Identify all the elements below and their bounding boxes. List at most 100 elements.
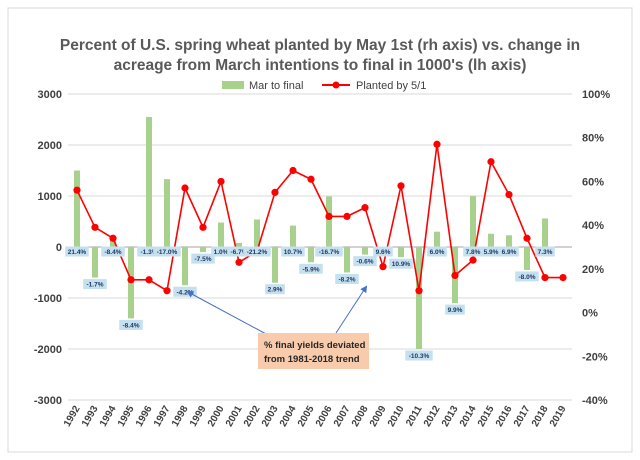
yield-label-text: -7.5% [195,256,212,263]
yield-label-box [515,271,539,282]
yield-label-box [191,253,215,264]
yield-label: 2.9% [265,284,285,295]
line-point [163,287,171,295]
bar [434,231,440,247]
legend-bar-label: Mar to final [249,80,303,92]
yield-label: -4.2% [173,286,197,297]
legend-line-marker [332,81,340,89]
line-point [433,140,441,148]
yield-label-text: 5.9% [484,249,499,256]
yield-label-box [101,246,125,257]
line-point [415,287,423,295]
y-right-tick-label: 80% [582,133,604,145]
line-point [181,184,189,192]
yield-label: -17.0% [153,246,181,257]
yield-label-box [137,246,161,257]
yield-label-text: -8.4% [123,322,140,329]
yield-label-text: 7.8% [466,249,481,256]
yield-label-box [389,258,413,269]
yield-label: 7.3% [535,246,555,257]
line-point [271,188,279,196]
yield-label: 10.9% [389,258,413,269]
line-point [289,166,297,175]
yield-label-box [405,350,433,361]
yield-label-box [445,304,465,315]
y-left-tick-label: 2000 [38,140,62,152]
yield-label-text: -21.2% [247,249,268,256]
yield-label-text: 7.3% [538,249,553,256]
yield-label-text: -4.2% [177,289,194,296]
yield-label-text: -0.6% [357,259,374,266]
yield-label-text: -5.9% [303,266,320,273]
yield-label: -8.4% [101,246,125,257]
yield-label-box [227,246,251,257]
bar [290,225,296,247]
line-point [145,276,153,284]
yield-label-box [83,279,107,290]
line-point [361,204,369,212]
yield-label-box [315,246,343,257]
yield-label-text: -1.3% [141,249,158,256]
yield-label-text: 10.9% [392,261,411,268]
bar [344,247,350,273]
bar [182,247,188,286]
y-left-tick-label: 3000 [38,89,62,101]
bar [398,247,404,258]
line-point [379,263,387,271]
right-axis: 100% 80% 60% 40% 20% 0% -20% -40% [582,89,610,407]
y-right-tick-label: 60% [582,176,604,188]
y-right-tick-label: 40% [582,220,604,232]
yield-label: 5.9% [481,246,501,257]
yield-label-text: 21.4% [68,249,87,256]
yield-label-text: 9.6% [376,249,391,256]
yield-label-text: -8.4% [105,249,122,256]
yield-label-text: 6.9% [502,249,517,256]
bar [74,170,80,247]
yield-label: -16.7% [315,246,343,257]
chart-title-line-1: Percent of U.S. spring wheat planted by … [60,37,580,54]
yield-deviation-labels: 21.4% -1.7% -8.4% -8.4% -1.3% -17.0% -4.2% -7.5… [65,246,555,361]
bar [524,247,530,270]
yield-label-box [535,246,555,257]
yield-label: -8.4% [119,319,143,330]
yield-label: -5.9% [299,263,323,274]
yield-label: -21.2% [243,246,271,257]
yield-label: 6.0% [427,246,447,257]
line-point [127,276,135,284]
yield-label-text: -16.7% [319,249,340,256]
bar [110,239,116,247]
bar [92,247,98,278]
annotation-arrow-right [335,285,368,334]
line-point [235,258,243,266]
yield-label-box [463,246,483,257]
yield-label-text: 6.0% [430,249,445,256]
annotation-arrow-left [186,291,269,336]
line-point [109,234,117,242]
yield-label-box [173,286,197,297]
bar [308,247,314,263]
legend-bar-swatch [222,81,244,89]
chart-border [7,7,633,453]
annotation: % final yields deviated from 1981-2018 t… [186,285,369,369]
bar [362,247,368,255]
yield-label: -7.5% [191,253,215,264]
yield-label-box [265,284,285,295]
yield-label: -10.3% [405,350,433,361]
yield-label: 1.0% [211,246,231,257]
line-point [469,256,477,264]
yield-label: -6.7% [227,246,251,257]
y-left-tick-label: 1000 [38,191,62,203]
yield-label-text: -6.7% [231,249,248,256]
bar [200,247,206,253]
line-point [541,274,549,282]
y-left-tick-label: -2000 [34,344,62,356]
yield-label: 9.6% [373,246,393,257]
yield-label-text: 9.9% [448,307,463,314]
line-point [559,274,567,282]
bar [146,116,152,247]
line-point [451,271,459,280]
yield-label: 21.4% [65,246,89,257]
yield-label: -8.0% [515,271,539,282]
bar [326,196,332,247]
